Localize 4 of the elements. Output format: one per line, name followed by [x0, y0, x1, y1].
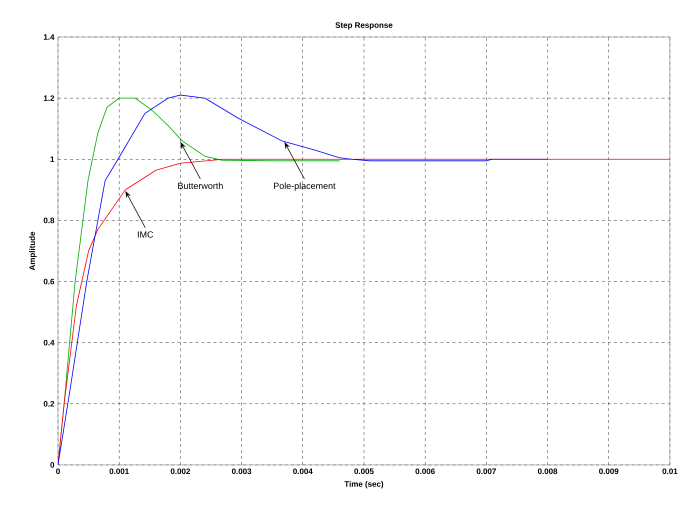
annotation: Pole-placement [274, 182, 336, 191]
annotation: Butterworth [178, 182, 223, 190]
annotation: IMC [138, 231, 154, 238]
line-series [58, 94, 548, 465]
